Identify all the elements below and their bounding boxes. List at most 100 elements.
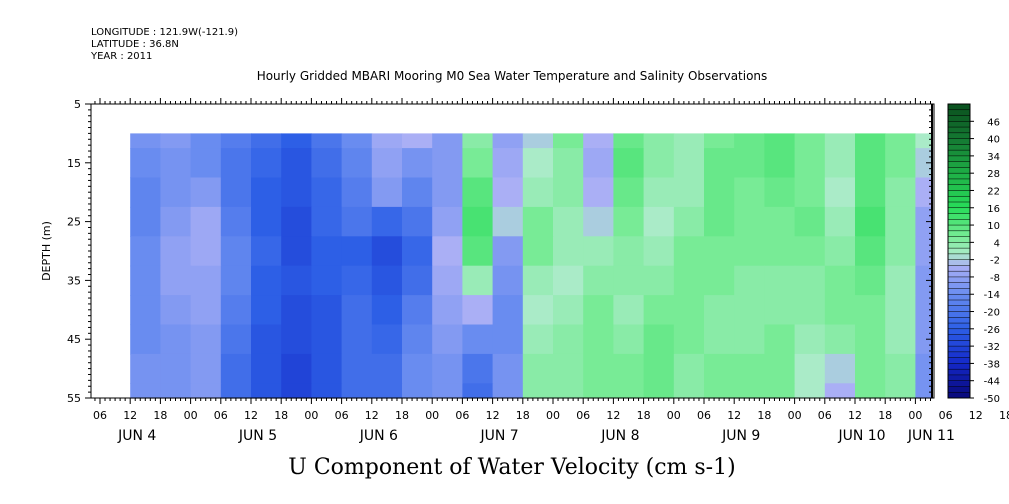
heatmap-cell <box>643 383 675 399</box>
colorbar-swatch <box>948 150 970 157</box>
colorbar-label: -14 <box>984 290 1000 301</box>
heatmap-cell <box>643 236 675 267</box>
heatmap-cell <box>794 177 826 208</box>
heatmap-cell <box>281 265 312 296</box>
colorbar-swatch <box>948 178 970 186</box>
colorbar-swatch <box>948 300 970 307</box>
heatmap-cell <box>432 383 463 399</box>
heatmap-cell <box>734 177 765 208</box>
colorbar-label: 34 <box>987 152 1000 163</box>
heatmap-cell <box>764 265 796 296</box>
heatmap-cell <box>824 148 856 179</box>
heatmap-cell <box>190 148 222 179</box>
heatmap-cell <box>704 295 735 326</box>
heatmap-cell <box>251 206 282 237</box>
x-day-label: JUN 4 <box>117 428 156 444</box>
heatmap-cell <box>220 265 252 296</box>
x-hour-label: 12 <box>969 409 983 422</box>
heatmap-cell <box>371 177 403 208</box>
heatmap-cell <box>855 236 886 267</box>
colorbar-swatch <box>948 363 970 370</box>
colorbar-swatch <box>948 104 970 111</box>
heatmap-cell <box>130 133 161 149</box>
heatmap-cell <box>130 148 161 179</box>
y-tick-label: 55 <box>67 392 81 405</box>
x-hour-label: 18 <box>153 409 167 422</box>
heatmap-cell <box>190 353 222 384</box>
heatmap-cell <box>643 295 675 326</box>
heatmap-cell <box>704 353 735 384</box>
heatmap-cell <box>583 383 614 399</box>
colorbar-label: 4 <box>994 238 1000 249</box>
y-axis: 5 15 25 35 45 55 <box>67 98 932 405</box>
heatmap-cell <box>371 206 403 237</box>
x-hour-label: 12 <box>848 409 862 422</box>
heatmap-cell <box>824 324 856 355</box>
heatmap-cell <box>281 148 312 179</box>
heatmap-cell <box>311 353 343 384</box>
heatmap-cell <box>522 206 554 237</box>
heatmap-cell <box>160 236 192 267</box>
colorbar-label: -32 <box>984 342 1000 353</box>
colorbar-swatch <box>948 340 970 347</box>
colorbar-swatch <box>948 132 970 140</box>
heatmap-cell <box>764 177 796 208</box>
heatmap-cell <box>492 133 524 149</box>
x-hour-label: 18 <box>395 409 409 422</box>
x-hour-label: 06 <box>335 409 349 422</box>
colorbar-swatch <box>948 276 970 284</box>
heatmap-cell <box>673 133 705 149</box>
heatmap-cell <box>341 265 373 296</box>
heatmap-cell <box>341 295 373 326</box>
heatmap-cell <box>402 177 433 208</box>
heatmap-cell <box>522 295 554 326</box>
y-tick-label: 25 <box>67 216 81 229</box>
colorbar-swatch <box>948 369 970 376</box>
heatmap-cell <box>583 133 614 149</box>
heatmap-cell <box>855 295 886 326</box>
heatmap-cell <box>371 324 403 355</box>
heatmap-cell <box>824 236 856 267</box>
heatmap-cell <box>915 265 933 296</box>
heatmap-cell <box>885 177 916 208</box>
heatmap-cell <box>190 383 222 399</box>
colorbar-frame <box>947 103 971 399</box>
heatmap-cell <box>673 383 705 399</box>
heatmap-cell <box>281 206 312 237</box>
heatmap-cell <box>160 133 192 149</box>
heatmap-cell <box>462 133 494 149</box>
x-day-label: JUN 10 <box>837 428 885 444</box>
colorbar-label: 16 <box>987 204 1000 215</box>
colorbar: 46 40 34 28 22 16 10 4 -2 -8 -14 -20 -26 -32 -38 -44 -50 <box>947 103 1000 405</box>
heatmap-cell <box>160 295 192 326</box>
colorbar-swatch <box>948 155 970 163</box>
x-axis-title: U Component of Water Velocity (cm s-1) <box>288 455 735 480</box>
heatmap-cell <box>553 324 584 355</box>
x-day-label: JUN 6 <box>359 428 398 444</box>
heatmap-cell <box>220 295 252 326</box>
heatmap-cell <box>824 206 856 237</box>
heatmap-cell <box>885 206 916 237</box>
heatmap-cell <box>462 295 494 326</box>
heatmap-cell <box>251 324 282 355</box>
colorbar-swatch <box>948 311 970 318</box>
longitude-label: LONGITUDE : 121.9W(-121.9) <box>91 27 238 38</box>
heatmap-cell <box>794 133 826 149</box>
x-hour-label: 06 <box>818 409 832 422</box>
heatmap-cell <box>190 265 222 296</box>
colorbar-swatch <box>948 202 970 209</box>
x-hour-label: 00 <box>546 409 560 422</box>
heatmap-cell <box>251 236 282 267</box>
colorbar-swatch <box>948 282 970 289</box>
heatmap-cell <box>764 236 796 267</box>
heatmap-cell <box>583 177 614 208</box>
heatmap-cell <box>613 353 645 384</box>
heatmap-cell <box>734 206 765 237</box>
colorbar-label: 10 <box>987 221 1000 232</box>
heatmap-cell <box>492 383 524 399</box>
heatmap-cell <box>915 236 933 267</box>
heatmap-cell <box>371 295 403 326</box>
heatmap-cell <box>643 148 675 179</box>
x-hour-label: 00 <box>908 409 922 422</box>
colorbar-swatch <box>948 374 970 382</box>
